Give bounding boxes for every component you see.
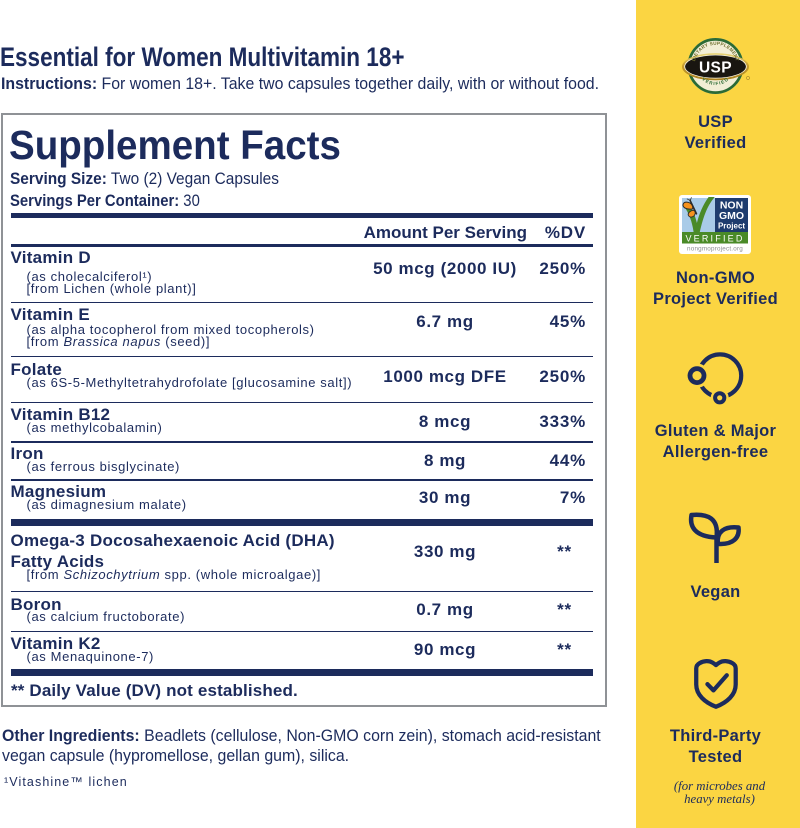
svg-text:VERIFIED: VERIFIED (685, 234, 744, 244)
svg-text:USP: USP (699, 59, 732, 76)
svg-text:Project: Project (718, 222, 745, 231)
svg-text:VERIFIED: VERIFIED (701, 76, 730, 86)
svg-text:GMO: GMO (719, 210, 744, 222)
svg-text:NON: NON (720, 200, 743, 212)
svg-text:nongmoproject.org: nongmoproject.org (687, 246, 743, 253)
